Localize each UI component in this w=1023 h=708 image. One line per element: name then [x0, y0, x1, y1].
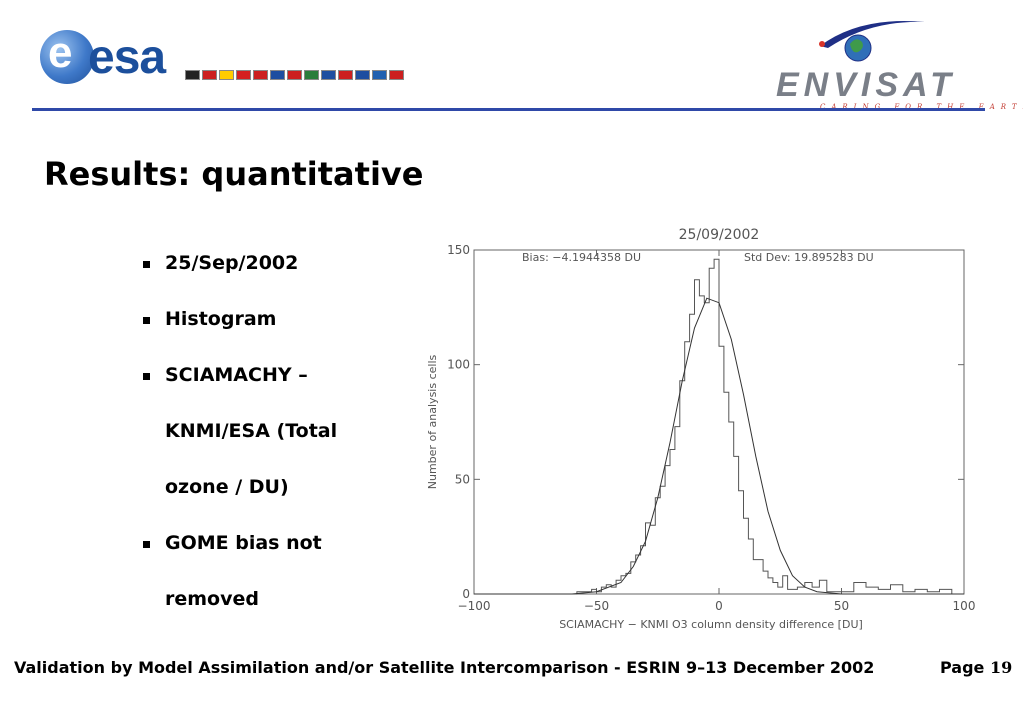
flag-icon — [355, 70, 370, 80]
envisat-tagline: CARING FOR THE EARTH — [820, 103, 1023, 111]
x-tick-label: 0 — [715, 599, 723, 613]
x-tick-label: −100 — [458, 599, 491, 613]
flag-icon — [236, 70, 251, 80]
y-tick-label: 0 — [462, 587, 470, 601]
bullet-icon — [143, 373, 150, 380]
envisat-logo: ENVISAT CARING FOR THE EARTH — [770, 14, 1023, 111]
std-dev-annotation: Std Dev: 19.895283 DU — [744, 251, 874, 264]
footer-text: Validation by Model Assimilation and/or … — [14, 658, 875, 677]
chart-title: 25/09/2002 — [679, 227, 760, 243]
flag-icon — [253, 70, 268, 80]
y-tick-label: 100 — [447, 358, 470, 372]
esa-globe-icon — [40, 30, 94, 84]
x-tick-label: −50 — [584, 599, 609, 613]
bullet-icon — [143, 317, 150, 324]
esa-logo-text: esa — [88, 31, 166, 84]
histogram-chart: 25/09/2002 Bias: −4.1944358 DU Std Dev: … — [426, 227, 975, 631]
esa-logo: e esa — [40, 24, 440, 94]
header-divider — [32, 108, 985, 111]
y-tick-label: 150 — [447, 243, 470, 257]
envisat-swoosh-icon — [819, 21, 925, 62]
bullet-icon — [143, 261, 150, 268]
y-axis-label: Number of analysis cells — [426, 354, 439, 489]
flag-icon — [338, 70, 353, 80]
flag-icon — [372, 70, 387, 80]
flag-icon — [321, 70, 336, 80]
histogram-series — [474, 258, 964, 595]
page-number: Page 19 — [940, 658, 1013, 677]
axis-ticks: −100 −50 0 50 100 0 50 100 150 — [447, 243, 975, 613]
y-tick-label: 50 — [455, 472, 470, 486]
flag-icon — [304, 70, 319, 80]
x-axis-label: SCIAMACHY − KNMI O3 column density diffe… — [559, 618, 863, 631]
flag-icon — [185, 70, 200, 80]
gaussian-fit-series — [474, 297, 964, 595]
flag-icon — [202, 70, 217, 80]
page-title: Results: quantitative — [44, 155, 424, 193]
flag-icon — [219, 70, 234, 80]
envisat-logo-text: ENVISAT — [776, 66, 956, 104]
flag-icon — [270, 70, 285, 80]
flag-icon — [287, 70, 302, 80]
bias-annotation: Bias: −4.1944358 DU — [522, 251, 641, 264]
x-tick-label: 100 — [953, 599, 976, 613]
flag-icon — [389, 70, 404, 80]
member-flags — [185, 70, 404, 80]
bullet-icon — [143, 541, 150, 548]
x-tick-label: 50 — [834, 599, 849, 613]
